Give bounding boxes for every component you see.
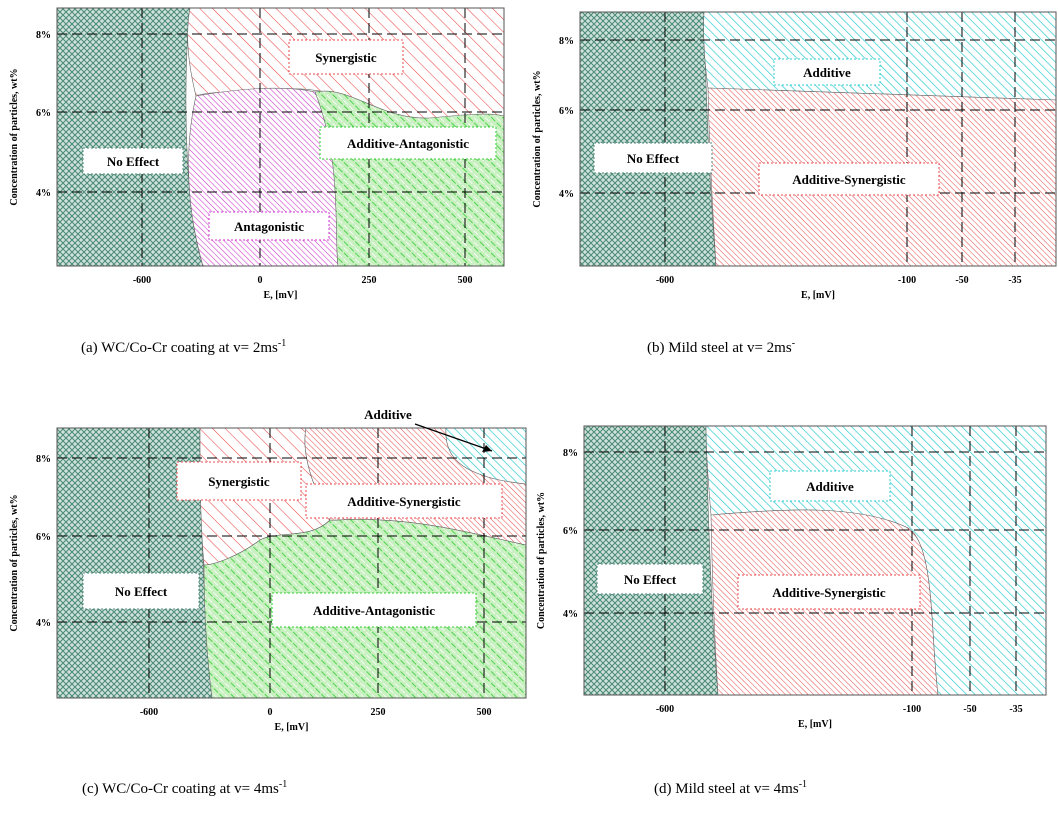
annotation-arrow bbox=[414, 423, 493, 452]
region-label: Additive-Antagonistic bbox=[313, 603, 435, 618]
x-tick-label: -600 bbox=[656, 275, 674, 286]
plot-frame bbox=[579, 11, 1057, 267]
region-label: Additive bbox=[806, 479, 854, 494]
region-label: No Effect bbox=[107, 154, 160, 169]
region-label-box bbox=[82, 147, 184, 175]
x-axis-label: E, [mV] bbox=[801, 290, 835, 301]
y-tick-label: 4% bbox=[563, 609, 578, 620]
region-no-effect bbox=[580, 12, 717, 266]
region-label: Antagonistic bbox=[234, 219, 304, 234]
y-tick-label: 4% bbox=[559, 189, 574, 200]
region-label-box bbox=[737, 574, 921, 610]
region-label: No Effect bbox=[627, 151, 680, 166]
region-label: No Effect bbox=[624, 572, 677, 587]
panel-d: No Effect Additive Additive-Synergistic -60… bbox=[536, 425, 1047, 797]
x-tick-label: -600 bbox=[133, 275, 151, 286]
region-label: Additive-Synergistic bbox=[772, 585, 886, 600]
x-tick-label: -100 bbox=[898, 275, 916, 286]
region-label: Additive-Synergistic bbox=[792, 172, 906, 187]
y-tick-label: 8% bbox=[36, 30, 51, 41]
panel-caption: (a) WC/Co-Cr coating at v= 2ms-1 bbox=[81, 338, 286, 356]
y-tick-label: 8% bbox=[36, 454, 51, 465]
panel-caption: (b) Mild steel at v= 2ms- bbox=[647, 338, 795, 356]
region-label-box bbox=[305, 483, 503, 519]
x-tick-label: -35 bbox=[1008, 275, 1021, 286]
y-tick-label: 6% bbox=[559, 106, 574, 117]
y-tick-label: 4% bbox=[36, 188, 51, 199]
region-label-box bbox=[596, 563, 704, 595]
region-label-box bbox=[271, 592, 477, 628]
x-tick-label: -35 bbox=[1009, 704, 1022, 715]
y-axis-label: Concentration of particles, wt% bbox=[532, 70, 543, 207]
region-additive-antagonistic bbox=[314, 90, 504, 266]
y-axis-label: Concentration of particles, wt% bbox=[9, 68, 20, 205]
x-tick-label: 250 bbox=[371, 707, 386, 718]
x-tick-label: 250 bbox=[362, 275, 377, 286]
panel-a: No Effect Synergistic Antagonistic Additive… bbox=[9, 7, 505, 356]
plot-frame bbox=[56, 7, 505, 267]
x-tick-label: -100 bbox=[903, 704, 921, 715]
x-tick-label: -600 bbox=[656, 704, 674, 715]
x-tick-label: -50 bbox=[955, 275, 968, 286]
y-tick-label: 6% bbox=[36, 532, 51, 543]
y-tick-label: 4% bbox=[36, 618, 51, 629]
region-no-effect bbox=[57, 8, 204, 266]
x-tick-label: 0 bbox=[258, 275, 263, 286]
region-label: Additive-Synergistic bbox=[347, 494, 461, 509]
plot-frame bbox=[56, 427, 527, 699]
region-label-box bbox=[82, 572, 200, 610]
region-label-box bbox=[176, 461, 302, 501]
panel-c: No Effect Synergistic Additive-Synergistic… bbox=[9, 407, 527, 797]
region-label: Additive bbox=[803, 65, 851, 80]
x-axis-label: E, [mV] bbox=[798, 719, 832, 730]
annotation-label: Additive bbox=[364, 407, 412, 422]
x-tick-label: 500 bbox=[458, 275, 473, 286]
region-label-box bbox=[769, 470, 891, 502]
y-tick-label: 6% bbox=[36, 108, 51, 119]
x-axis-label: E, [mV] bbox=[275, 722, 309, 733]
y-axis-label: Concentration of particles, wt% bbox=[9, 494, 20, 631]
x-tick-label: 500 bbox=[477, 707, 492, 718]
region-no-effect bbox=[584, 426, 719, 695]
region-label: No Effect bbox=[115, 584, 168, 599]
region-label-box bbox=[758, 162, 940, 196]
region-label-box bbox=[593, 142, 713, 174]
y-axis-label: Concentration of particles, wt% bbox=[536, 492, 547, 629]
y-tick-label: 8% bbox=[559, 36, 574, 47]
region-label-box bbox=[319, 126, 497, 160]
panel-b: No Effect Additive Additive-Synergistic -60… bbox=[532, 11, 1057, 356]
region-additive bbox=[703, 12, 1056, 101]
region-label: Synergistic bbox=[315, 50, 377, 65]
x-tick-label: -600 bbox=[140, 707, 158, 718]
arrow-head-icon bbox=[482, 445, 492, 452]
y-tick-label: 6% bbox=[563, 526, 578, 537]
panel-caption: (d) Mild steel at v= 4ms-1 bbox=[654, 779, 807, 797]
y-tick-label: 8% bbox=[563, 448, 578, 459]
region-label-box bbox=[288, 39, 404, 75]
region-label: Synergistic bbox=[208, 474, 270, 489]
x-axis-label: E, [mV] bbox=[264, 290, 298, 301]
x-tick-label: 0 bbox=[268, 707, 273, 718]
region-label-box bbox=[773, 58, 881, 86]
x-tick-label: -50 bbox=[963, 704, 976, 715]
region-label: Additive-Antagonistic bbox=[347, 136, 469, 151]
plot-frame bbox=[583, 425, 1047, 696]
panel-caption: (c) WC/Co-Cr coating at v= 4ms-1 bbox=[82, 779, 287, 797]
region-label-box bbox=[208, 211, 330, 241]
